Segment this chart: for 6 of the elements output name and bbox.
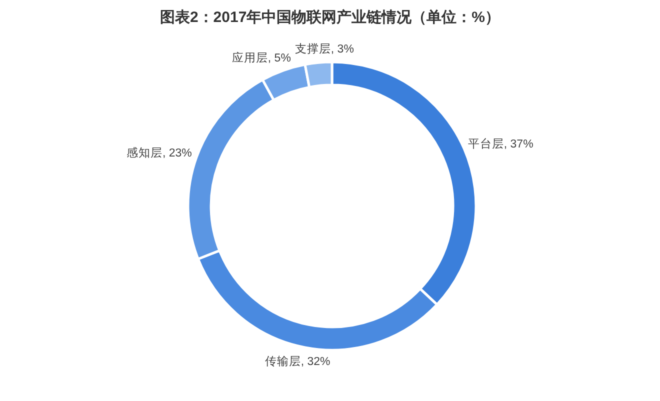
slice-label: 应用层, 5% [232,50,291,64]
slice-label: 感知层, 23% [126,146,192,160]
slice-label: 传输层, 32% [264,355,330,368]
slice-label: 平台层, 37% [468,137,534,150]
chart-title: 图表2：2017年中国物联网产业链情况（单位：%） [160,9,500,26]
slice-label: 支撑层, 3% [294,42,354,56]
